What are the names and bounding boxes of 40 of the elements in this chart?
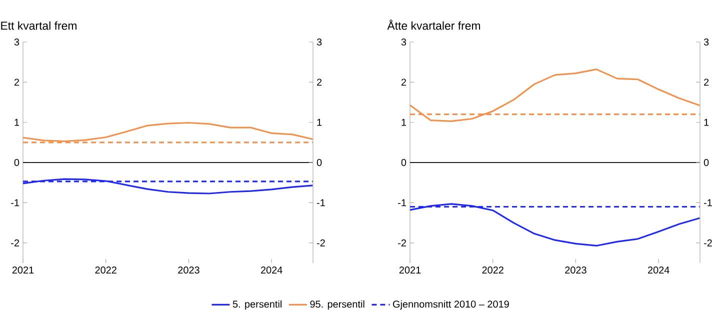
y2-tick-label: 0 (316, 159, 322, 166)
y-tick-label: 2 (14, 78, 19, 86)
y2-tick-label: 1 (704, 118, 709, 126)
x-tick-label: 2024 (648, 266, 670, 274)
legend-label: 95. persentil (310, 300, 364, 310)
y2-tick-label: -2 (316, 239, 325, 246)
y-tick-label: 0 (401, 159, 406, 166)
x-tick-label: 2021 (12, 266, 34, 274)
x-tick-label: 2023 (178, 266, 200, 274)
y2-tick-label: 3 (316, 38, 322, 46)
chart-title: Ett kvartal frem (1, 21, 76, 30)
legend-label: Gjennomsnitt 2010 – 2019 (393, 300, 509, 310)
chart-title: Åtte kvartaler frem (387, 20, 480, 30)
y-tick-label: 1 (14, 118, 19, 126)
y2-tick-label: -2 (704, 239, 712, 246)
y-tick-label: -1 (11, 199, 19, 206)
y2-tick-label: -1 (704, 199, 712, 206)
x-tick-label: 2023 (565, 266, 586, 274)
line-series (409, 203, 701, 247)
y-tick-label: 1 (402, 118, 406, 126)
y-tick-label: 3 (401, 38, 406, 46)
x-tick-label: 2021 (399, 266, 421, 274)
line-series (409, 68, 701, 122)
y-tick-label: 0 (14, 159, 20, 166)
y-tick-label: 2 (401, 78, 406, 86)
y-tick-label: -1 (398, 199, 406, 206)
y2-tick-label: 0 (704, 159, 709, 166)
line-series (22, 122, 314, 142)
y2-tick-label: -1 (316, 199, 325, 206)
legend-label: 5. persentil (232, 300, 282, 310)
y2-tick-label: 1 (317, 118, 322, 126)
x-tick-label: 2022 (482, 266, 504, 274)
y2-tick-label: 2 (317, 78, 322, 86)
y-tick-label: 3 (14, 38, 20, 46)
y-tick-label: -2 (398, 239, 406, 246)
y2-tick-label: 2 (704, 78, 709, 86)
y2-tick-label: 3 (704, 38, 709, 46)
y-tick-label: -2 (11, 239, 19, 246)
x-tick-label: 2024 (260, 266, 282, 274)
x-tick-label: 2022 (95, 266, 116, 274)
